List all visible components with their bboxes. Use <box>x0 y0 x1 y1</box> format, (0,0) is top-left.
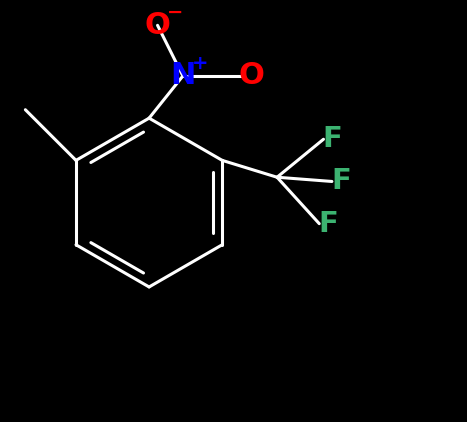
Text: O: O <box>145 11 170 40</box>
Text: F: F <box>318 210 339 238</box>
Text: F: F <box>323 125 343 153</box>
Text: N: N <box>170 62 196 90</box>
Text: +: + <box>192 54 209 73</box>
Text: −: − <box>167 3 184 22</box>
Text: F: F <box>331 168 351 195</box>
Text: O: O <box>238 62 264 90</box>
